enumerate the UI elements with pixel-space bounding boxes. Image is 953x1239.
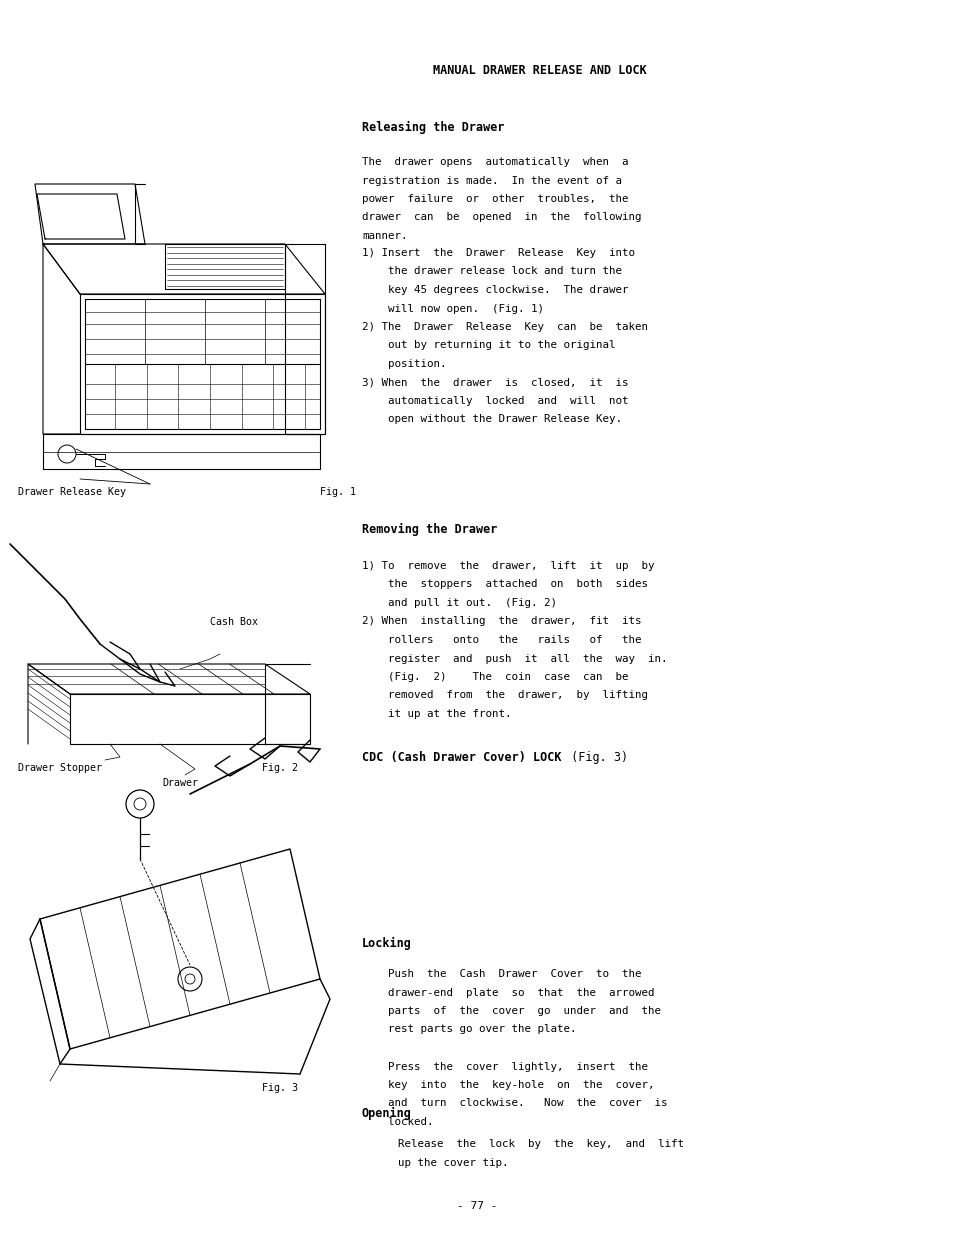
Text: Drawer Stopper: Drawer Stopper [18,763,102,773]
Text: Release  the  lock  by  the  key,  and  lift: Release the lock by the key, and lift [397,1139,683,1149]
Text: will now open.  (Fig. 1): will now open. (Fig. 1) [361,304,543,313]
Text: MANUAL DRAWER RELEASE AND LOCK: MANUAL DRAWER RELEASE AND LOCK [433,64,646,77]
Text: removed  from  the  drawer,  by  lifting: removed from the drawer, by lifting [361,690,647,700]
Text: parts  of  the  cover  go  under  and  the: parts of the cover go under and the [361,1006,660,1016]
Text: Fig. 2: Fig. 2 [262,763,297,773]
Text: open without the Drawer Release Key.: open without the Drawer Release Key. [361,415,621,425]
Text: rest parts go over the plate.: rest parts go over the plate. [361,1025,576,1035]
Text: Cash Box: Cash Box [210,617,257,627]
Text: (Fig.  2)    The  coin  case  can  be: (Fig. 2) The coin case can be [361,672,628,681]
Text: Push  the  Cash  Drawer  Cover  to  the: Push the Cash Drawer Cover to the [361,969,640,979]
Text: (Fig. 3): (Fig. 3) [563,751,627,764]
Text: The  drawer opens  automatically  when  a: The drawer opens automatically when a [361,157,628,167]
Text: key 45 degrees clockwise.  The drawer: key 45 degrees clockwise. The drawer [361,285,628,295]
Text: key  into  the  key-hole  on  the  cover,: key into the key-hole on the cover, [361,1080,654,1090]
Text: the drawer release lock and turn the: the drawer release lock and turn the [361,266,621,276]
Text: and pull it out.  (Fig. 2): and pull it out. (Fig. 2) [361,598,557,608]
Text: CDC (Cash Drawer Cover) LOCK: CDC (Cash Drawer Cover) LOCK [361,751,561,764]
Text: Removing the Drawer: Removing the Drawer [361,523,497,536]
Text: locked.: locked. [361,1118,433,1127]
Text: Opening: Opening [361,1106,412,1120]
Text: up the cover tip.: up the cover tip. [397,1157,508,1167]
Text: 2) When  installing  the  drawer,  fit  its: 2) When installing the drawer, fit its [361,617,640,627]
Text: 1) To  remove  the  drawer,  lift  it  up  by: 1) To remove the drawer, lift it up by [361,561,654,571]
Text: it up at the front.: it up at the front. [361,709,511,719]
Text: Drawer: Drawer [162,778,198,788]
Text: Fig. 1: Fig. 1 [319,487,355,497]
Text: Fig. 3: Fig. 3 [262,1083,297,1093]
Text: register  and  push  it  all  the  way  in.: register and push it all the way in. [361,653,667,664]
Text: out by returning it to the original: out by returning it to the original [361,341,615,351]
Text: Drawer Release Key: Drawer Release Key [18,487,126,497]
Text: 1) Insert  the  Drawer  Release  Key  into: 1) Insert the Drawer Release Key into [361,248,635,258]
Text: - 77 -: - 77 - [456,1201,497,1211]
Text: automatically  locked  and  will  not: automatically locked and will not [361,396,628,406]
Text: position.: position. [361,359,446,369]
Text: the  stoppers  attached  on  both  sides: the stoppers attached on both sides [361,580,647,590]
Text: manner.: manner. [361,230,407,242]
Text: drawer-end  plate  so  that  the  arrowed: drawer-end plate so that the arrowed [361,987,654,997]
Text: Releasing the Drawer: Releasing the Drawer [361,121,504,134]
Text: rollers   onto   the   rails   of   the: rollers onto the rails of the [361,636,640,646]
Text: Press  the  cover  lightly,  insert  the: Press the cover lightly, insert the [361,1062,647,1072]
Text: drawer  can  be  opened  in  the  following: drawer can be opened in the following [361,213,640,223]
Text: and  turn  clockwise.   Now  the  cover  is: and turn clockwise. Now the cover is [361,1099,667,1109]
Text: Locking: Locking [361,937,412,950]
Text: 2) The  Drawer  Release  Key  can  be  taken: 2) The Drawer Release Key can be taken [361,322,647,332]
Text: registration is made.  In the event of a: registration is made. In the event of a [361,176,621,186]
Text: 3) When  the  drawer  is  closed,  it  is: 3) When the drawer is closed, it is [361,378,628,388]
Text: power  failure  or  other  troubles,  the: power failure or other troubles, the [361,195,628,204]
